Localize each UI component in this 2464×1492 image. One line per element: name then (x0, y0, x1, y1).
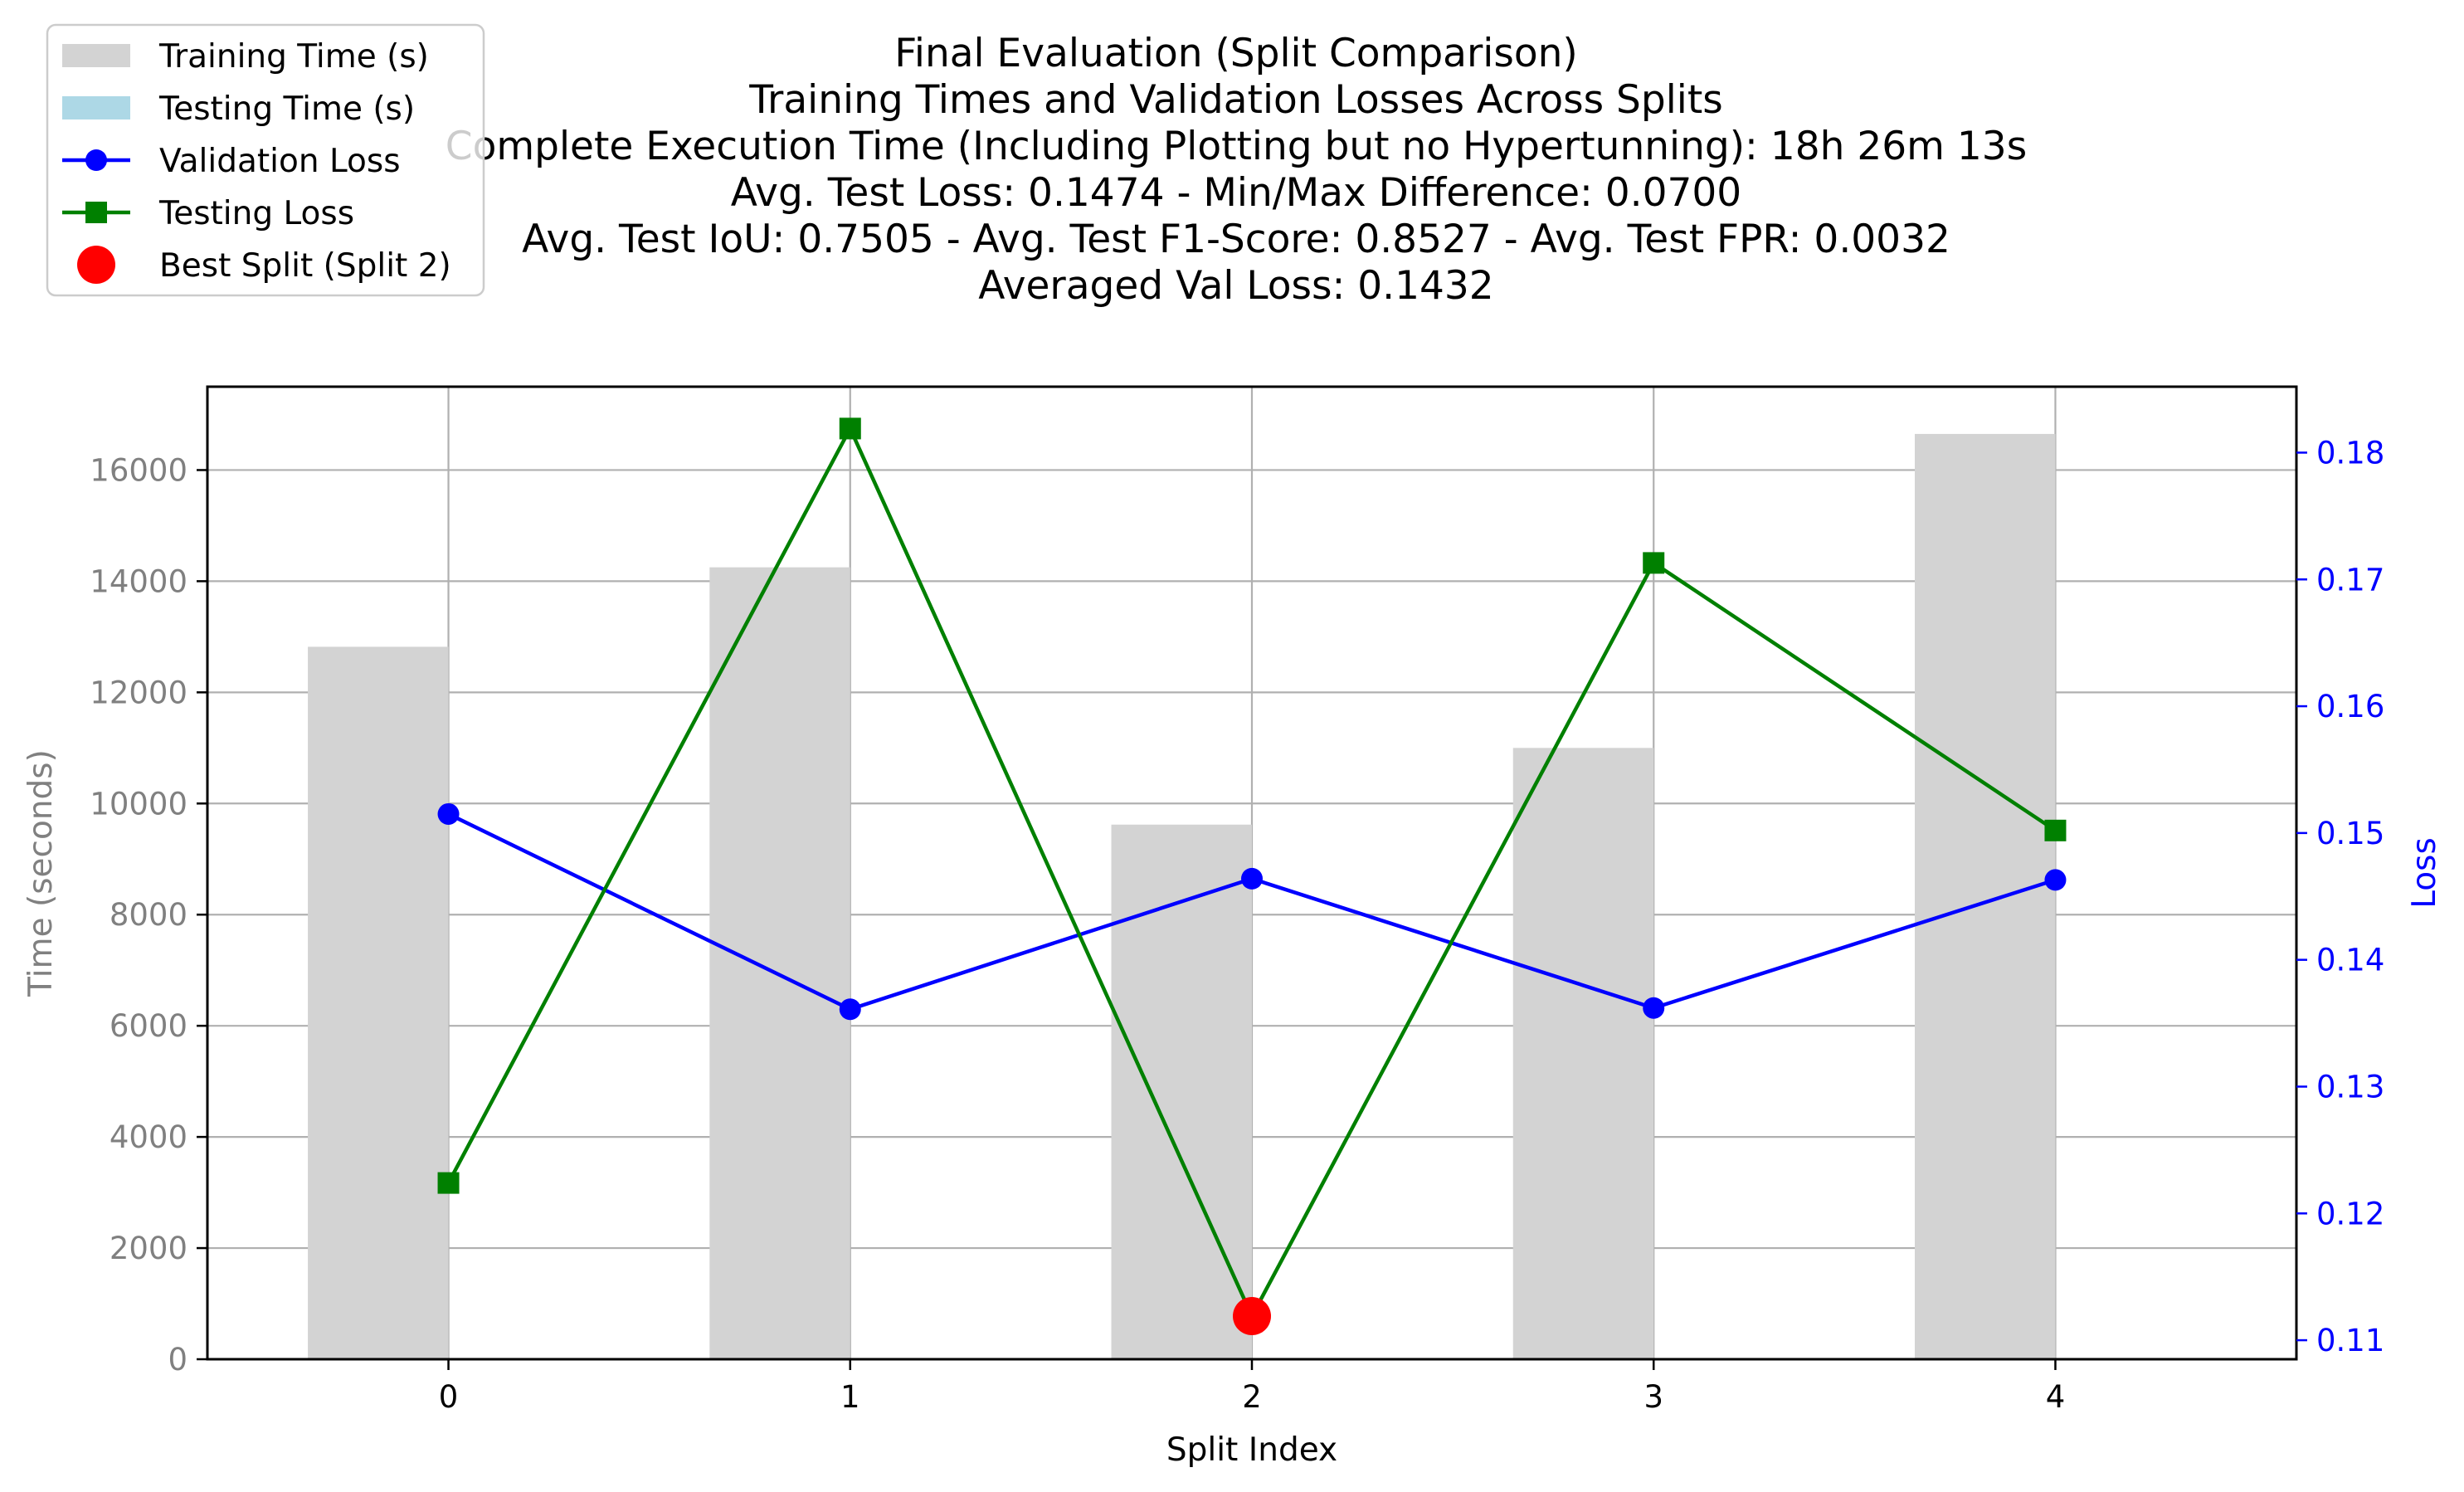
legend: Training Time (s) Testing Time (s) Validat… (46, 23, 485, 297)
y-left-tick-label: 2000 (110, 1231, 187, 1266)
validation-loss-point (2044, 869, 2067, 891)
chart-title-line: Training Times and Validation Losses Acr… (748, 77, 1723, 123)
testing-loss-point (437, 1172, 460, 1194)
y-left-tick-label: 6000 (110, 1008, 187, 1044)
y-left-tick-label: 12000 (90, 675, 187, 710)
best-split-point (1233, 1297, 1271, 1336)
x-tick-label: 1 (840, 1379, 860, 1415)
testing-loss-point (2044, 819, 2067, 841)
bar-training-time-s (709, 567, 850, 1359)
y-right-tick-label: 0.18 (2316, 435, 2384, 471)
x-axis-label: Split Index (1166, 1431, 1337, 1469)
y-right-tick-label: 0.14 (2316, 943, 2384, 978)
legend-marker-best-split-split-2 (77, 246, 115, 284)
y-right-tick-label: 0.13 (2316, 1069, 2384, 1104)
x-tick-label: 3 (1643, 1379, 1663, 1415)
legend-label-training-time-s: Training Time (s) (158, 38, 429, 76)
validation-loss-point (437, 802, 460, 825)
testing-loss-point (1643, 552, 1665, 574)
x-tick-label: 2 (1242, 1379, 1262, 1415)
validation-loss-point (839, 998, 861, 1021)
bar-training-time-s (1111, 824, 1252, 1359)
chart-title-line: Averaged Val Loss: 0.1432 (978, 263, 1493, 309)
legend-marker-testing-loss (85, 202, 107, 223)
x-tick-label: 0 (439, 1379, 459, 1415)
bar-training-time-s (1512, 748, 1654, 1359)
chart-title-line: Final Evaluation (Split Comparison) (894, 31, 1577, 76)
chart-title-line: Avg. Test IoU: 0.7505 - Avg. Test F1-Sco… (522, 217, 1950, 262)
legend-label-testing-time-s: Testing Time (s) (158, 90, 415, 128)
y-left-tick-label: 4000 (110, 1119, 187, 1155)
y-left-tick-label: 16000 (90, 452, 187, 488)
x-tick-label: 4 (2046, 1379, 2066, 1415)
axes (197, 385, 2307, 1370)
y-left-tick-label: 0 (168, 1342, 187, 1377)
y-right-tick-label: 0.11 (2316, 1323, 2384, 1358)
bar-training-time-s (308, 646, 449, 1359)
legend-label-validation-loss: Validation Loss (159, 143, 401, 180)
validation-loss-point (1241, 867, 1263, 890)
chart-title-line: Avg. Test Loss: 0.1474 - Min/Max Differe… (731, 170, 1741, 216)
bar-training-time-s (1914, 433, 2056, 1359)
legend-label-best-split-split-2: Best Split (Split 2) (159, 247, 451, 285)
bars (308, 433, 2056, 1359)
testing-loss-point (839, 417, 861, 440)
y-right-tick-label: 0.17 (2316, 562, 2384, 597)
chart-title-line: Complete Execution Time (Including Plott… (446, 124, 2027, 169)
chart-text: 0 2000 4000 6000 8000 10000 12000 14000 16000 0.1… (22, 31, 2443, 1469)
y-left-tick-label: 8000 (110, 897, 187, 933)
y-left-tick-label: 10000 (90, 786, 187, 822)
series-lines (437, 417, 2067, 1336)
y-left-tick-label: 14000 (90, 563, 187, 599)
legend-swatch-testing-time-s (62, 96, 130, 119)
legend-label-testing-loss: Testing Loss (158, 195, 354, 232)
y-right-tick-label: 0.16 (2316, 689, 2384, 724)
legend-box (46, 23, 485, 297)
y-axis-label-right: Loss (2406, 837, 2443, 909)
validation-loss-point (1643, 997, 1665, 1019)
y-axis-label-left: Time (seconds) (22, 749, 60, 997)
legend-swatch-training-time-s (62, 44, 130, 67)
legend-marker-validation-loss (85, 149, 107, 171)
y-right-tick-label: 0.15 (2316, 816, 2384, 851)
y-right-tick-label: 0.12 (2316, 1196, 2384, 1231)
